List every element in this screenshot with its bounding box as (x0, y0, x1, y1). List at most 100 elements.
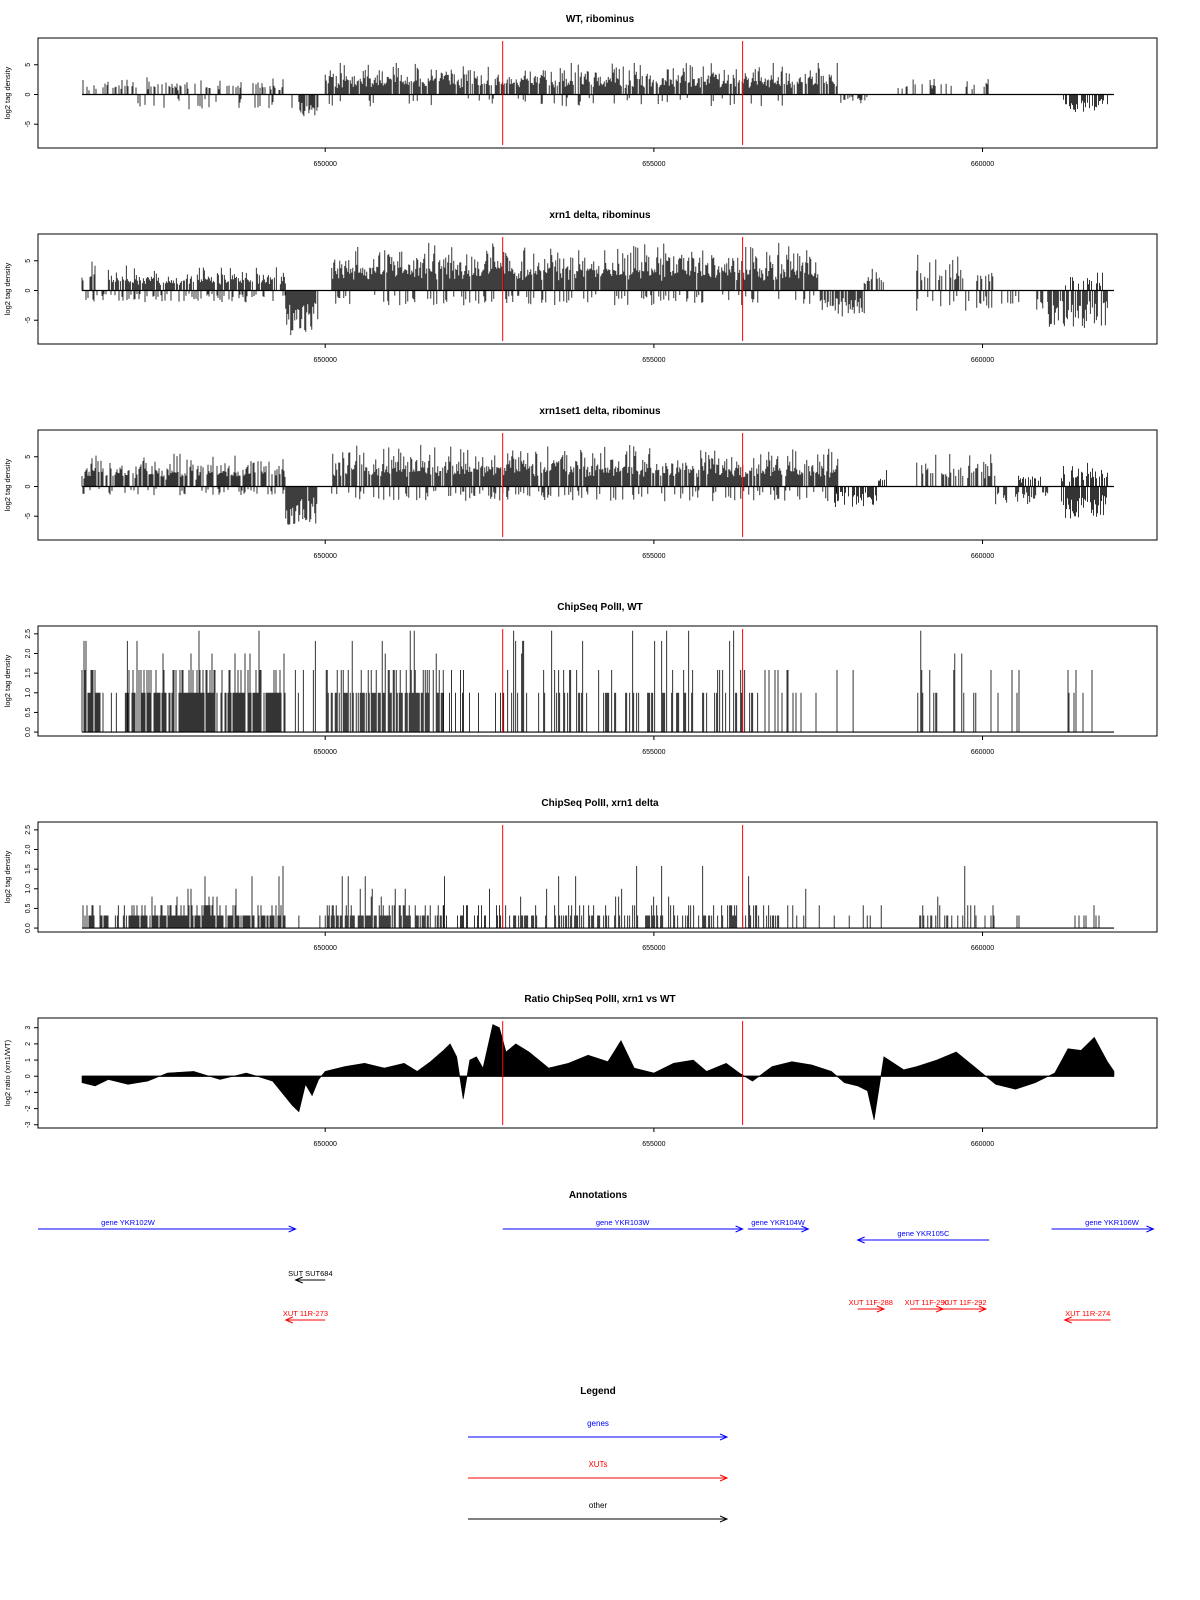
y-tick-label: 1.5 (25, 668, 32, 678)
feature-arrowhead (876, 1305, 886, 1313)
y-tick-label: 1.0 (25, 884, 32, 894)
feature-1: gene YKR103W (502, 1218, 744, 1233)
feature-label: SUT SUT684 (288, 1269, 332, 1278)
feature-6: XUT 11R-273 (283, 1309, 328, 1324)
legend-entry-genes: genes (468, 1419, 729, 1441)
feature-4: gene YKR106W (1051, 1218, 1155, 1233)
panel-title: xrn1set1 delta, ribominus (539, 406, 661, 417)
feature-9: XUT 11F-292 (942, 1298, 988, 1313)
track-panel-5: ChipSeq PolII, xrn1 delta 0.0 0.5 1.0 1.5 2.0… (3, 798, 1158, 952)
x-tick-label: 655000 (642, 553, 665, 560)
feature-arrowhead (288, 1225, 297, 1233)
y-tick-label: 2.5 (25, 629, 32, 639)
y-tick-label: -5 (25, 317, 32, 323)
x-tick-label: 660000 (971, 553, 994, 560)
feature-label: gene YKR105C (897, 1229, 950, 1238)
legend-entry-other: other (468, 1501, 729, 1523)
legend-label: other (589, 1501, 608, 1510)
signal-marks (82, 866, 1100, 929)
y-axis-label: log2 tag density (3, 654, 12, 707)
signal-marks (81, 242, 1108, 336)
y-tick-label: 5 (25, 63, 32, 67)
x-tick-label: 660000 (971, 945, 994, 952)
x-tick-label: 655000 (642, 161, 665, 168)
legend-arrowhead (719, 1515, 729, 1523)
panel-title: ChipSeq PolII, xrn1 delta (541, 798, 659, 809)
signal-marks (81, 444, 1108, 525)
feature-7: XUT 11F-288 (849, 1298, 893, 1313)
x-tick-label: 660000 (971, 161, 994, 168)
y-axis-label: log2 tag density (3, 458, 12, 511)
y-axis-label: log2 tag density (3, 66, 12, 119)
x-tick-label: 660000 (971, 1141, 994, 1148)
x-axis: 650000 655000 660000 (314, 540, 994, 560)
y-axis-label: log2 ratio (xrn1/WT) (3, 1039, 12, 1106)
plot-frame (37, 821, 1158, 933)
feature-arrowhead (978, 1305, 988, 1313)
y-tick-label: -3 (25, 1122, 32, 1128)
y-tick-label: 0.0 (25, 923, 32, 933)
panel-title: WT, ribominus (566, 14, 635, 25)
x-axis: 650000 655000 660000 (314, 1128, 994, 1148)
feature-arrowhead (1146, 1225, 1155, 1233)
x-tick-label: 650000 (314, 161, 337, 168)
legend-label: genes (587, 1419, 609, 1428)
y-axis: 0.0 0.5 1.0 1.5 2.0 2.5 (25, 629, 38, 737)
feature-arrowhead (1063, 1316, 1072, 1324)
feature-5: SUT SUT684 (288, 1269, 333, 1284)
feature-label: gene YKR102W (101, 1218, 156, 1227)
feature-arrowhead (284, 1316, 293, 1324)
legend-arrowhead (719, 1433, 729, 1441)
signal-marks (82, 63, 1108, 117)
x-tick-label: 655000 (642, 945, 665, 952)
y-axis: 3 2 1 0 -1 -2 -3 (25, 1026, 38, 1128)
x-axis: 650000 655000 660000 (314, 148, 994, 168)
x-axis: 650000 655000 660000 (314, 344, 994, 364)
y-tick-label: 0.0 (25, 727, 32, 737)
feature-0: gene YKR102W (38, 1218, 297, 1233)
y-tick-label: 0 (25, 484, 32, 488)
y-tick-label: -2 (25, 1105, 32, 1111)
x-tick-label: 650000 (314, 945, 337, 952)
y-tick-label: 5 (25, 455, 32, 459)
y-tick-label: 2.0 (25, 845, 32, 855)
plot-frame (37, 625, 1158, 737)
legend-entry-XUTs: XUTs (468, 1460, 729, 1482)
y-tick-label: -1 (25, 1089, 32, 1095)
y-axis: 0.0 0.5 1.0 1.5 2.0 2.5 (25, 825, 38, 933)
feature-label: XUT 11R-274 (1065, 1309, 1110, 1318)
signal-marks (81, 630, 1093, 733)
track-panel-6: Ratio ChipSeq PolII, xrn1 vs WT 3 2 1 0 -1 -2 -… (3, 994, 1158, 1148)
annotations-panel: Annotations gene YKR102W gene YKR103W gene … (38, 1190, 1155, 1324)
feature-label: XUT 11F-288 (849, 1298, 893, 1307)
y-tick-label: 0 (25, 1074, 32, 1078)
x-tick-label: 650000 (314, 357, 337, 364)
y-tick-label: 2.5 (25, 825, 32, 835)
panel-title: Ratio ChipSeq PolII, xrn1 vs WT (524, 994, 675, 1005)
feature-arrowhead (735, 1225, 744, 1233)
feature-10: XUT 11R-274 (1063, 1309, 1111, 1324)
panel-title: ChipSeq PolII, WT (557, 602, 643, 613)
feature-3: gene YKR105C (856, 1229, 990, 1244)
y-tick-label: 1.5 (25, 864, 32, 874)
y-tick-label: -5 (25, 121, 32, 127)
feature-label: XUT 11F-292 (942, 1298, 986, 1307)
feature-2: gene YKR104W (747, 1218, 810, 1233)
y-tick-label: 0.5 (25, 903, 32, 913)
plot-frame (37, 1017, 1158, 1129)
ratio-area (81, 1024, 1115, 1120)
y-axis: 5 0 -5 (25, 455, 38, 519)
plot-frame (37, 233, 1158, 345)
y-axis: 5 0 -5 (25, 259, 38, 323)
feature-arrowhead (856, 1236, 865, 1244)
plot-frame (37, 429, 1158, 541)
x-tick-label: 660000 (971, 357, 994, 364)
track-panel-2: xrn1 delta, ribominus 5 0 -5 log2 tag densit… (3, 210, 1158, 364)
feature-label: gene YKR103W (596, 1218, 651, 1227)
y-tick-label: 0 (25, 92, 32, 96)
legend-label: XUTs (588, 1460, 607, 1469)
x-tick-label: 650000 (314, 1141, 337, 1148)
plot-frame (37, 37, 1158, 149)
